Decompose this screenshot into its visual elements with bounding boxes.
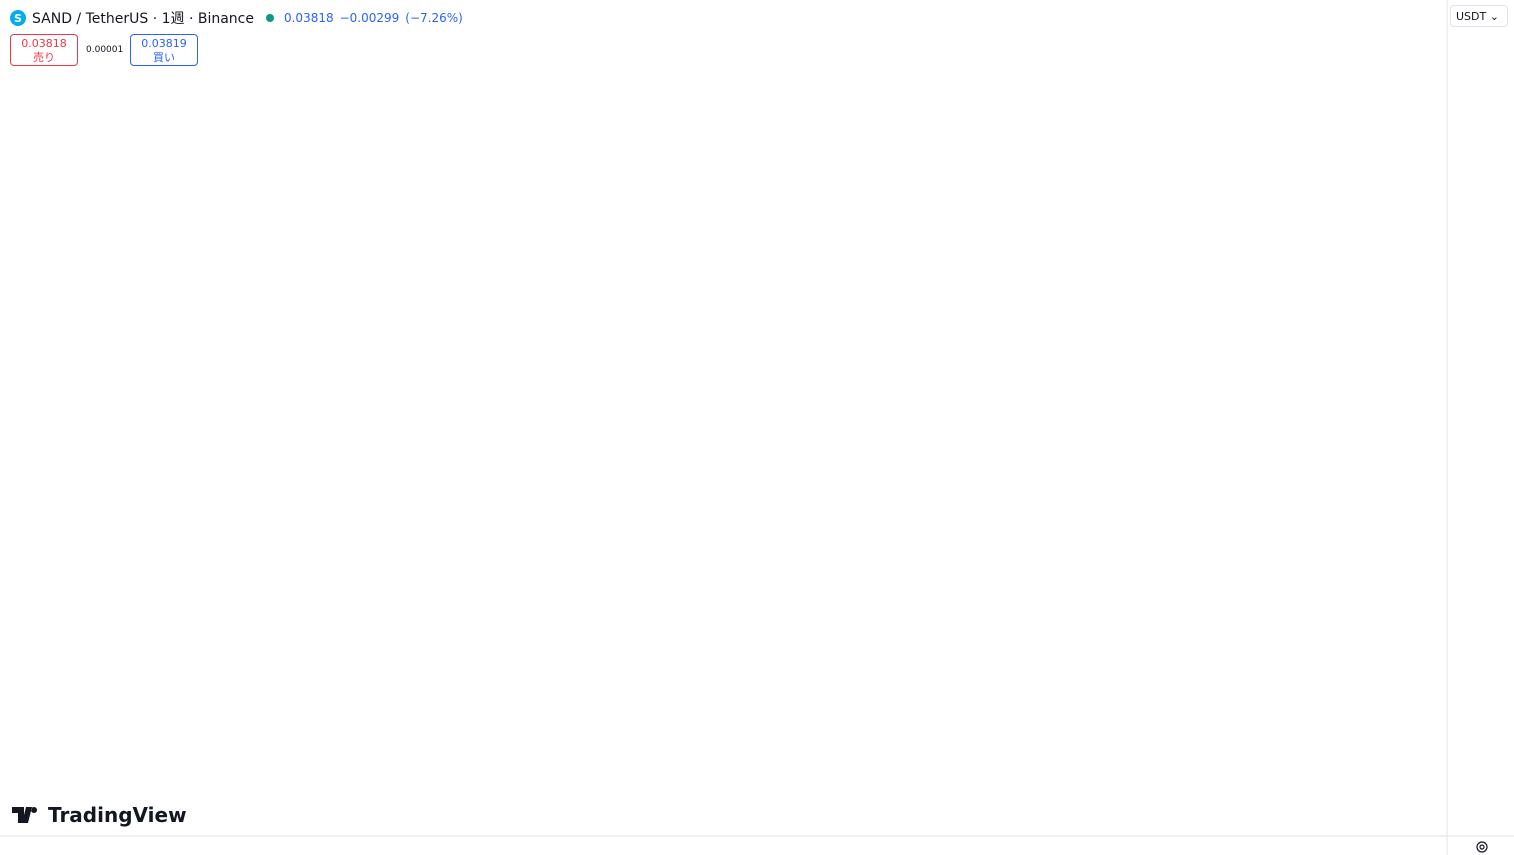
price-change: −0.00299 (339, 11, 400, 25)
last-price: 0.03818 (283, 11, 334, 25)
settings-icon[interactable] (1476, 841, 1488, 853)
price-change-pct: (−7.26%) (405, 11, 463, 25)
buy-button[interactable]: 0.03819 買い (130, 34, 198, 66)
symbol-header: S SAND / TetherUS · 1週 · Binance 0.03818… (10, 8, 463, 28)
spread: 0.00001 (86, 45, 124, 55)
buy-price: 0.03819 (141, 37, 187, 50)
sell-label: 売り (33, 51, 55, 64)
sell-price: 0.03818 (21, 37, 67, 50)
logo-mark (12, 807, 38, 823)
logo[interactable]: TradingView (12, 803, 187, 827)
buy-label: 買い (153, 51, 175, 64)
currency-select[interactable]: USDT ⌄ (1450, 5, 1508, 27)
symbol-title[interactable]: SAND / TetherUS · 1週 · Binance (32, 11, 254, 27)
sell-button[interactable]: 0.03818 売り (10, 34, 78, 66)
logo-text: TradingView (48, 803, 187, 827)
symbol-icon: S (10, 10, 26, 26)
market-status (265, 14, 274, 22)
